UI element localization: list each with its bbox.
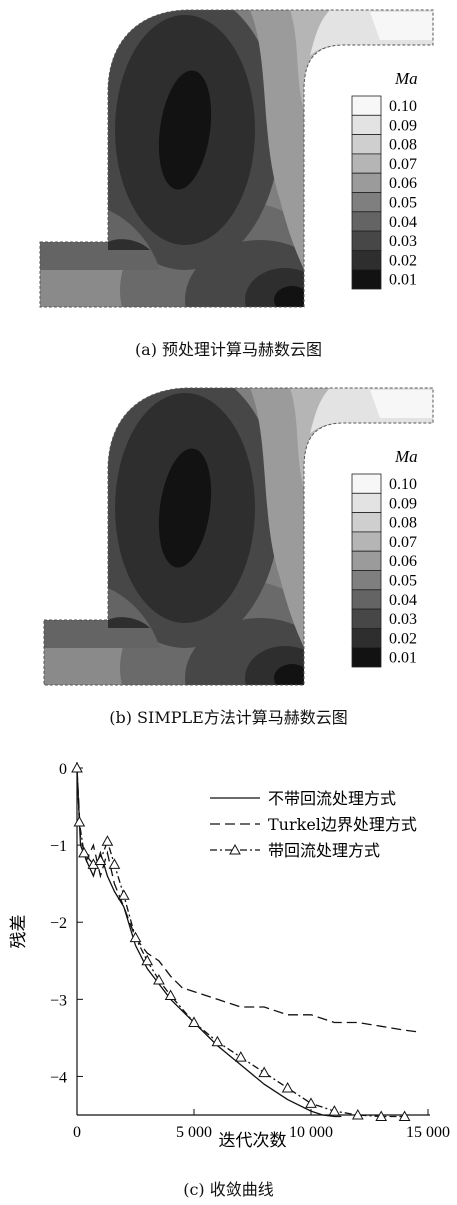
- mach-legend: Ma 0.10 0.09 0.08 0.07 0.06 0.05 0.04 0.03 0.02 0.…: [351, 447, 418, 668]
- series-marker: [73, 815, 86, 827]
- duct-outline: [39, 9, 434, 308]
- legend-swatch: [351, 269, 382, 290]
- series-marker: [141, 954, 154, 966]
- legend-value: 0.09: [389, 117, 417, 134]
- legend-value: 0.08: [389, 137, 417, 154]
- y-axis-label: 残差: [9, 915, 29, 949]
- legend-swatch: [351, 531, 382, 552]
- legend-swatch: [351, 473, 382, 494]
- series-marker: [258, 1066, 271, 1078]
- legend-swatch: [351, 172, 382, 193]
- y-tick-label: 0: [59, 761, 67, 778]
- legend-swatch: [351, 589, 382, 610]
- series-marker: [153, 974, 165, 985]
- legend-value: 0.05: [389, 195, 417, 212]
- series-line-3: [76, 767, 405, 1118]
- legend-value: 0.02: [389, 252, 417, 269]
- legend-label: Turkel边界处理方式: [268, 815, 417, 834]
- contour-field: [44, 388, 433, 685]
- legend-value: 0.03: [389, 233, 417, 250]
- legend-value: 0.03: [389, 611, 417, 628]
- x-tick-label: 15 000: [406, 1124, 450, 1141]
- series-marker: [211, 1035, 224, 1047]
- legend-title: Ma: [394, 447, 418, 466]
- convergence-chart: 0 −1 −2 −3 −4 0 5 000 10 000 15 000 迭代次数 残差 不带回流处理方…: [9, 761, 450, 1151]
- series-marker: [129, 931, 142, 943]
- legend-value: 0.06: [389, 553, 417, 570]
- legend-value: 0.06: [389, 175, 417, 192]
- legend-swatch: [351, 627, 382, 649]
- legend-swatch: [351, 570, 382, 591]
- caption-b: (b) SIMPLE方法计算马赫数云图: [109, 708, 348, 727]
- legend-value: 0.07: [389, 156, 417, 173]
- legend-swatch: [351, 134, 382, 155]
- legend-swatch: [351, 492, 382, 514]
- convergence-panel: 0 −1 −2 −3 −4 0 5 000 10 000 15 000 迭代次数 残差 不带回流处理方…: [0, 748, 457, 1205]
- legend-swatch: [351, 512, 382, 533]
- legend-value: 0.01: [389, 272, 417, 289]
- legend-swatch: [351, 95, 382, 116]
- series-line-2: [76, 767, 417, 1033]
- legend-value: 0.02: [389, 630, 417, 647]
- series-marker: [398, 1110, 411, 1122]
- contour-field: [40, 10, 433, 307]
- series-marker: [351, 1108, 364, 1120]
- series-marker: [117, 889, 130, 900]
- legend-swatch: [351, 211, 382, 232]
- series-marker: [281, 1081, 294, 1093]
- legend-swatch: [351, 192, 382, 213]
- legend-swatch: [351, 230, 382, 251]
- legend-title: Ma: [394, 69, 418, 88]
- x-tick-label: 10 000: [289, 1124, 333, 1141]
- series-marker: [234, 1051, 247, 1062]
- contour-figure-b: Ma 0.10 0.09 0.08 0.07 0.06 0.05 0.04 0.03 0.02 0.…: [43, 387, 434, 686]
- x-tick-label: 5 000: [176, 1124, 212, 1141]
- x-axis-label: 迭代次数: [219, 1131, 287, 1151]
- duct-outline: [43, 387, 434, 686]
- caption-c: (c) 收敛曲线: [183, 1180, 274, 1199]
- series-marker: [188, 1016, 200, 1027]
- series-marker: [71, 761, 83, 773]
- legend-value: 0.04: [389, 592, 417, 609]
- y-tick-label: −3: [50, 992, 67, 1009]
- series-marker: [78, 846, 90, 858]
- legend-label: 带回流处理方式: [268, 841, 380, 860]
- legend-swatch: [351, 550, 382, 571]
- series-marker: [375, 1110, 388, 1122]
- mach-legend: Ma 0.10 0.09 0.08 0.07 0.06 0.05 0.04 0.03 0.02 0.…: [351, 69, 418, 290]
- series-marker: [94, 854, 107, 866]
- legend-value: 0.10: [389, 476, 417, 493]
- legend-label: 不带回流处理方式: [268, 789, 396, 808]
- legend-value: 0.07: [389, 534, 417, 551]
- series-marker: [101, 835, 114, 846]
- legend-value: 0.05: [389, 573, 417, 590]
- legend-swatch: [351, 153, 382, 174]
- legend-value: 0.08: [389, 515, 417, 532]
- contour-panel-a: Ma 0.10 0.09 0.08 0.07 0.06 0.05 0.04 0.03 0.02 0.…: [0, 0, 457, 370]
- y-tick-label: −4: [50, 1069, 67, 1086]
- contour-panel-b: Ma 0.10 0.09 0.08 0.07 0.06 0.05 0.04 0.03 0.02 0.…: [0, 378, 457, 740]
- legend-swatch: [351, 249, 382, 271]
- legend-marker: [229, 843, 241, 855]
- series-marker: [108, 858, 121, 869]
- legend-swatch: [351, 114, 382, 136]
- legend-swatch: [351, 608, 382, 629]
- legend-value: 0.10: [389, 98, 417, 115]
- series-marker: [328, 1105, 341, 1116]
- legend-value: 0.01: [389, 650, 417, 667]
- series-marker: [164, 989, 177, 1000]
- contour-figure-a: Ma 0.10 0.09 0.08 0.07 0.06 0.05 0.04 0.03 0.02 0.…: [39, 9, 434, 308]
- caption-a: (a) 预处理计算马赫数云图: [134, 340, 323, 359]
- y-tick-label: −2: [50, 915, 67, 932]
- legend-swatch: [351, 647, 382, 668]
- x-tick-label: 0: [73, 1124, 81, 1141]
- y-tick-label: −1: [50, 838, 67, 855]
- series-marker: [305, 1097, 317, 1108]
- legend-value: 0.09: [389, 495, 417, 512]
- legend-value: 0.04: [389, 214, 417, 231]
